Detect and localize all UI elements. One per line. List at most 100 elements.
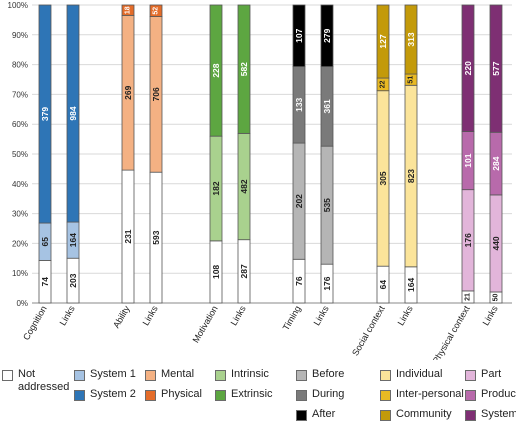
y-tick-label: 0% [16,299,28,308]
y-tick-label: 70% [12,90,28,99]
bar-data-label: 52 [153,7,160,15]
bar-data-label: 22 [380,80,387,88]
x-category-label: Links [58,304,77,328]
bar-data-label: 202 [294,194,304,208]
bar-segment [489,4,503,133]
bar-data-label: 74 [40,277,50,287]
bar-data-label: 127 [378,34,388,48]
chart-plot: 0% 10% 20% 30% 40% 50% 60% 70% 80% 90% 100% 74 65 379… [8,1,512,360]
bar-data-label: 482 [239,179,249,193]
bar-data-label: 228 [211,63,221,77]
legend-label: Mental [161,368,195,380]
legend-label: System 1 [90,368,136,380]
legend-swatch [74,390,85,401]
y-tick-label: 50% [12,150,28,159]
x-category-label: Links [229,304,248,328]
bar-data-label: 577 [491,61,501,75]
y-tick-label: 10% [12,269,28,278]
legend-label: Inter-personal [396,388,464,400]
bar-data-label: 76 [294,276,304,286]
legend-swatch [145,390,156,401]
bar-segment [38,4,52,224]
bar-data-label: 176 [322,276,332,290]
x-category-label: Physical context [431,304,472,360]
bar-data-label: 176 [463,233,473,247]
x-category-label: Cognition [21,304,49,342]
bar-segment [404,4,418,75]
x-category-label: Links [141,304,160,328]
legend-label: After [312,408,336,420]
bar-data-label: 313 [406,32,416,46]
legend-swatch [465,390,476,401]
y-tick-label: 30% [12,210,28,219]
bar-data-label: 50 [493,293,500,301]
bar-data-label: 287 [239,264,249,278]
bar-segment [121,4,135,16]
bar-data-label: 231 [123,229,133,243]
legend-swatch [465,410,476,421]
bar-segment [237,4,251,134]
bar-data-label: 361 [322,99,332,113]
legend-label: Part [481,368,502,380]
x-category-label: Social context [350,304,387,358]
y-tick-label: 40% [12,180,28,189]
legend-swatch [296,370,307,381]
legend-swatch [74,370,85,381]
x-category-label: Links [396,304,415,328]
x-category-label: Ability [111,304,132,330]
bar-segment [209,4,223,137]
legend-swatch [2,370,13,381]
y-tick-label: 100% [8,1,28,10]
bar-data-label: 64 [378,280,388,290]
legend-swatch [145,370,156,381]
legend-label: Extrinsic [231,388,273,400]
bar-data-label: 164 [406,278,416,292]
bar-segment [66,4,80,223]
bar-data-label: 101 [463,153,473,167]
legend-swatch [465,370,476,381]
bar-data-label: 440 [491,236,501,250]
bar-data-label: 164 [68,233,78,247]
bar-data-label: 706 [151,87,161,101]
y-tick-label: 80% [12,61,28,70]
bar-data-label: 823 [406,169,416,183]
legend-swatch [215,370,226,381]
bar-data-label: 65 [40,237,50,247]
y-tick-label: 60% [12,120,28,129]
legend-label: Individual [396,368,443,380]
x-category-label: Motivation [191,304,220,345]
y-tick-label: 20% [12,239,28,248]
legend-swatch [215,390,226,401]
bar-data-label: 133 [294,97,304,111]
legend-label: Product [481,388,516,400]
bar-data-label: 984 [68,106,78,120]
x-category-label: Links [312,304,331,328]
legend-swatch [296,410,307,421]
legend-label: Physical [161,388,202,400]
bar-segment [320,4,334,67]
legend-label: System 2 [90,388,136,400]
legend-swatch [296,390,307,401]
bar-data-label: 582 [239,62,249,76]
bar-data-label: 305 [378,171,388,185]
bar-data-label: 203 [68,273,78,287]
bar-data-label: 108 [211,265,221,279]
bar-data-label: 21 [465,293,472,301]
bar-segment [149,4,163,17]
bar-data-label: 107 [294,28,304,42]
chart-legend: Not addressed System 1 System 2 Mental Physi… [2,363,516,427]
bar-data-label: 51 [408,76,415,84]
legend-label: Intrinsic [231,368,269,380]
legend-label: Not addressed [18,368,70,393]
legend-label: During [312,388,345,400]
bar-data-label: 182 [211,181,221,195]
bar-data-label: 284 [491,156,501,170]
x-category-label: Timing [281,304,303,332]
legend-label: Community [396,408,452,420]
bar-data-label: 279 [322,28,332,42]
legend-label: Before [312,368,345,380]
bar-data-label: 535 [322,198,332,212]
y-tick-label: 90% [12,31,28,40]
bar-segment [461,4,475,132]
